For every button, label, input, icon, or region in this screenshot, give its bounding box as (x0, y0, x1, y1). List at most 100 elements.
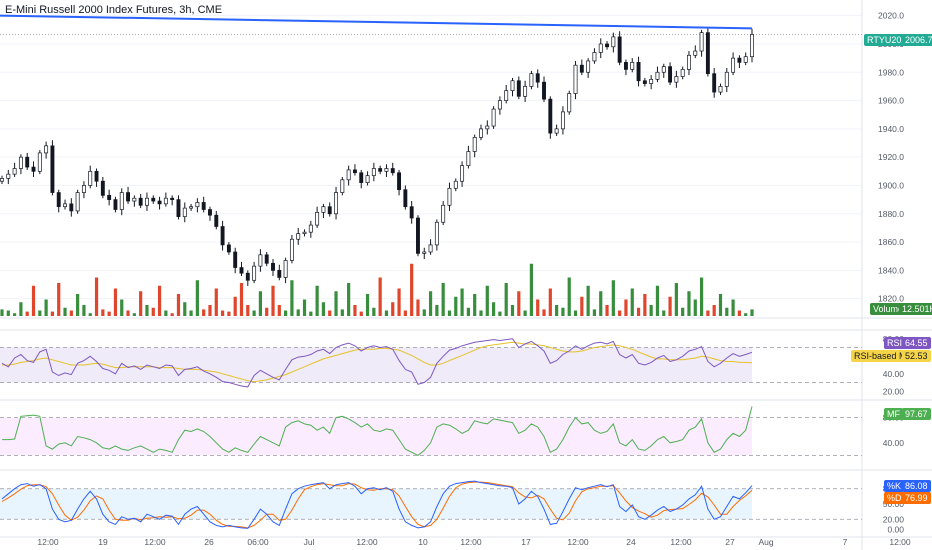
candle-body (447, 187, 452, 206)
candle-body (479, 128, 483, 138)
time-tick-label: 19 (98, 537, 108, 547)
candle-body (485, 125, 490, 130)
volume-label-tag: Volume (870, 303, 907, 315)
volume-bar (309, 311, 313, 316)
candle-body (126, 192, 131, 202)
volume-bar (170, 313, 174, 316)
volume-bar (712, 305, 716, 316)
price-tick-label: 1920.0 (878, 152, 904, 162)
candle-body (18, 156, 23, 169)
candle-body (453, 180, 458, 189)
volume-bar (315, 285, 319, 316)
candle-body (567, 93, 572, 113)
volume-bar (435, 305, 439, 316)
volume-bar (561, 307, 565, 316)
time-tick-label: Aug (758, 537, 773, 547)
candle-body (504, 90, 509, 101)
volume-bar (321, 302, 326, 316)
candle-body (302, 231, 307, 234)
volume-bar (183, 302, 187, 316)
volume-bar (113, 288, 118, 316)
volume-bar (744, 313, 748, 316)
volume-bar (233, 296, 237, 316)
candle-body (491, 108, 496, 127)
volume-bar (296, 309, 300, 316)
candle-body (233, 251, 238, 268)
volume-bar (277, 305, 281, 316)
volume-bar (750, 309, 754, 316)
volume-bar (195, 280, 199, 316)
candle-body (592, 52, 597, 62)
candle-body (252, 265, 257, 281)
candle-body (182, 207, 187, 217)
candle-body (548, 98, 553, 134)
volume-bar (504, 283, 508, 316)
volume-bar (485, 285, 489, 316)
candle-body (81, 185, 86, 193)
volume-bar (0, 309, 4, 316)
candle-body (214, 214, 219, 227)
candle-body (655, 71, 660, 80)
candle-body (208, 209, 212, 216)
stoch-tick-label: 0.00 (887, 524, 904, 534)
volume-bar (120, 299, 124, 316)
candle-body (529, 73, 534, 87)
volume-bar (397, 288, 401, 316)
candle-body (416, 217, 420, 254)
candle-body (327, 206, 332, 215)
candle-body (346, 169, 351, 181)
candle-body (384, 168, 389, 172)
candle-body (283, 260, 288, 278)
volume-bar (643, 294, 647, 316)
stoch-k-value-tag: 86.08 (902, 480, 931, 492)
candle-body (378, 168, 383, 172)
candle-body (271, 262, 275, 271)
candle-body (226, 244, 231, 253)
candle-body (605, 43, 609, 48)
candle-body (119, 192, 124, 210)
candle-body (472, 137, 477, 152)
volume-bar (649, 305, 653, 316)
price-tick-label: 1840.0 (878, 265, 904, 275)
candle-body (397, 172, 402, 191)
volume-bar (208, 305, 212, 316)
volume-bar (460, 288, 464, 316)
volume-bar (126, 310, 130, 316)
candle-body (510, 80, 515, 92)
time-axis[interactable]: 12:00 19 12:00 26 06:00 Jul 12:00 10 12:00 17 12:0… (37, 537, 911, 547)
volume-bar (529, 263, 534, 316)
trendline[interactable] (0, 14, 753, 30)
time-tick-label: 26 (204, 537, 214, 547)
candle-body (516, 80, 521, 97)
mf-tick-label: 40.00 (883, 438, 905, 448)
price-axis[interactable]: 1820.0 1840.0 1860.0 1880.0 1900.0 1920.0 1940… (878, 11, 904, 535)
candle-body (466, 151, 471, 167)
volume-bar (88, 313, 92, 316)
stoch-tick-label: 20.00 (883, 514, 905, 524)
candle-body (460, 165, 465, 182)
time-tick-label: 27 (725, 537, 735, 547)
rsi-ma-label-tag: RSI-based MA (851, 350, 916, 362)
price-tick-label: 1880.0 (878, 209, 904, 219)
volume-bar (655, 285, 660, 316)
candle-body (296, 233, 301, 240)
volume-bar (265, 307, 269, 316)
candle-body (636, 62, 641, 82)
volume-bar (202, 309, 206, 316)
volume-bar (473, 294, 477, 316)
candle-body (712, 73, 717, 93)
time-tick-label: 06:00 (247, 537, 269, 547)
candle-body (428, 244, 433, 253)
candle-body (359, 172, 364, 183)
candle-body (365, 175, 370, 183)
stoch-d-label-tag: %D (884, 492, 905, 504)
volume-bar (31, 285, 36, 316)
volume-bar (25, 311, 29, 316)
time-tick-label: 10 (418, 537, 428, 547)
price-value-tag: 2006.7 (902, 34, 932, 46)
volume-bar (718, 294, 723, 316)
volume-bar (220, 310, 225, 316)
price-tick-label: 1960.0 (878, 96, 904, 106)
